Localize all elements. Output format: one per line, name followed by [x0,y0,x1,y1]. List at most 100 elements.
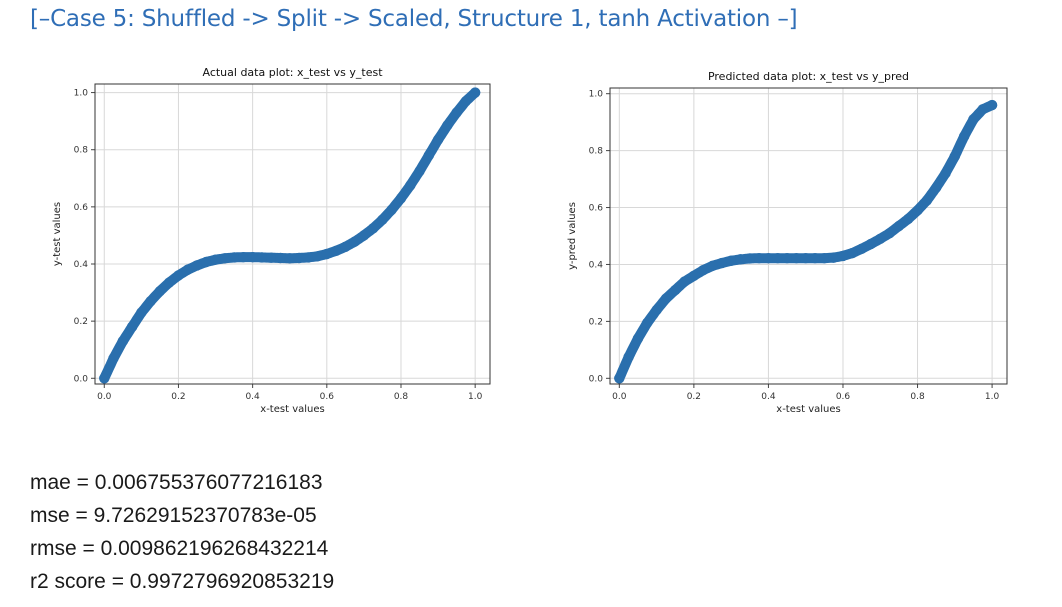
data-point [442,120,453,131]
data-point [460,95,472,107]
data-point [108,353,119,364]
data-point [99,373,110,384]
data-point [247,251,258,263]
gridlines [95,84,490,384]
x-tick-label: 1.0 [468,392,483,402]
data-point [949,151,961,162]
x-tick-label: 0.2 [171,392,185,402]
x-tick-label: 0.8 [394,392,409,402]
data-point [753,253,765,264]
data-point [386,204,397,215]
plot-area [610,88,1007,384]
data-point [614,373,625,384]
data-point [136,307,147,318]
data-point [210,254,221,265]
data-point [716,257,728,269]
data-point [847,247,858,259]
data-point [884,227,895,239]
data-point [293,252,305,264]
y-tick-label: 0.6 [74,203,89,213]
data-point [312,251,323,262]
data-point [303,252,314,263]
data-point [330,245,342,257]
data-point [275,252,286,264]
data-point [321,248,333,260]
data-point [697,264,709,276]
y-tick-label: 0.8 [589,147,604,157]
data-point [377,214,388,225]
data-point [432,134,444,145]
data-point [977,104,988,115]
data-point [163,277,175,288]
x-tick-label: 0.6 [836,392,851,402]
data-point [451,107,462,118]
x-axis-label: x-test values [260,404,324,415]
data-points [614,99,998,384]
data-point [660,293,672,304]
data-point [809,253,821,264]
y-axis-label: y-pred values [567,202,578,270]
data-point [395,193,407,204]
data-point [958,131,970,142]
gridlines [610,88,1007,384]
y-tick-label: 0.8 [74,146,89,156]
x-tick-label: 0.0 [612,392,627,402]
y-tick-label: 0.0 [589,374,604,384]
metric-mse: mse = 9.72629152370783e-05 [30,504,317,527]
data-point [228,252,240,263]
data-point [763,253,774,264]
data-points [99,87,481,384]
actual-data-chart: 0.0 0.2 0.4 0.6 0.8 1.0 0.0 0.2 0.4 0.6 0.8 1.0 Actu… [52,66,491,415]
y-tick-label: 0.4 [74,260,89,270]
data-point [921,195,933,206]
data-point [912,205,923,216]
data-point [145,295,156,307]
y-tick-label: 0.4 [589,260,604,270]
data-point [154,285,166,297]
data-point [191,260,203,271]
data-point [651,304,662,316]
data-point [126,321,138,333]
data-point [405,180,416,191]
data-point [828,252,839,263]
data-point [201,256,212,268]
data-point [968,114,979,125]
data-point [367,223,379,234]
y-tick-label: 0.0 [74,374,89,384]
data-point [893,220,905,232]
data-point [800,253,811,264]
x-tick-label: 0.4 [245,392,260,402]
data-point [238,251,249,263]
data-point [819,253,830,264]
plot-area [95,84,490,384]
data-point [707,260,718,272]
x-tick-label: 0.6 [320,392,335,402]
data-point [349,236,360,247]
chart-title: Actual data plot: x_test vs y_test [202,66,383,79]
x-tick-label: 0.4 [761,392,776,402]
data-point [679,276,690,287]
y-axis-label: y-test values [52,202,63,266]
axes-frame [609,87,1008,385]
data-point [423,150,435,161]
data-point [940,168,951,179]
data-point [642,317,653,329]
data-point [358,230,370,241]
data-point [219,253,231,264]
data-point [735,254,746,265]
x-tick-label: 0.0 [97,392,112,402]
data-point [930,182,942,193]
data-point [265,252,277,263]
data-point [725,255,737,266]
metric-mae: mae = 0.006755376077216183 [30,471,323,494]
metrics-block: mae = 0.006755376077216183 mse = 9.72629… [30,466,334,598]
metric-rmse: rmse = 0.009862196268432214 [30,537,329,560]
x-tick-label: 1.0 [985,392,1000,402]
data-point [632,333,644,344]
data-point [781,253,793,264]
data-point [865,238,877,250]
y-tick-label: 1.0 [74,89,89,99]
y-tick-label: 1.0 [589,90,604,100]
data-point [284,253,295,264]
data-point [182,264,193,275]
